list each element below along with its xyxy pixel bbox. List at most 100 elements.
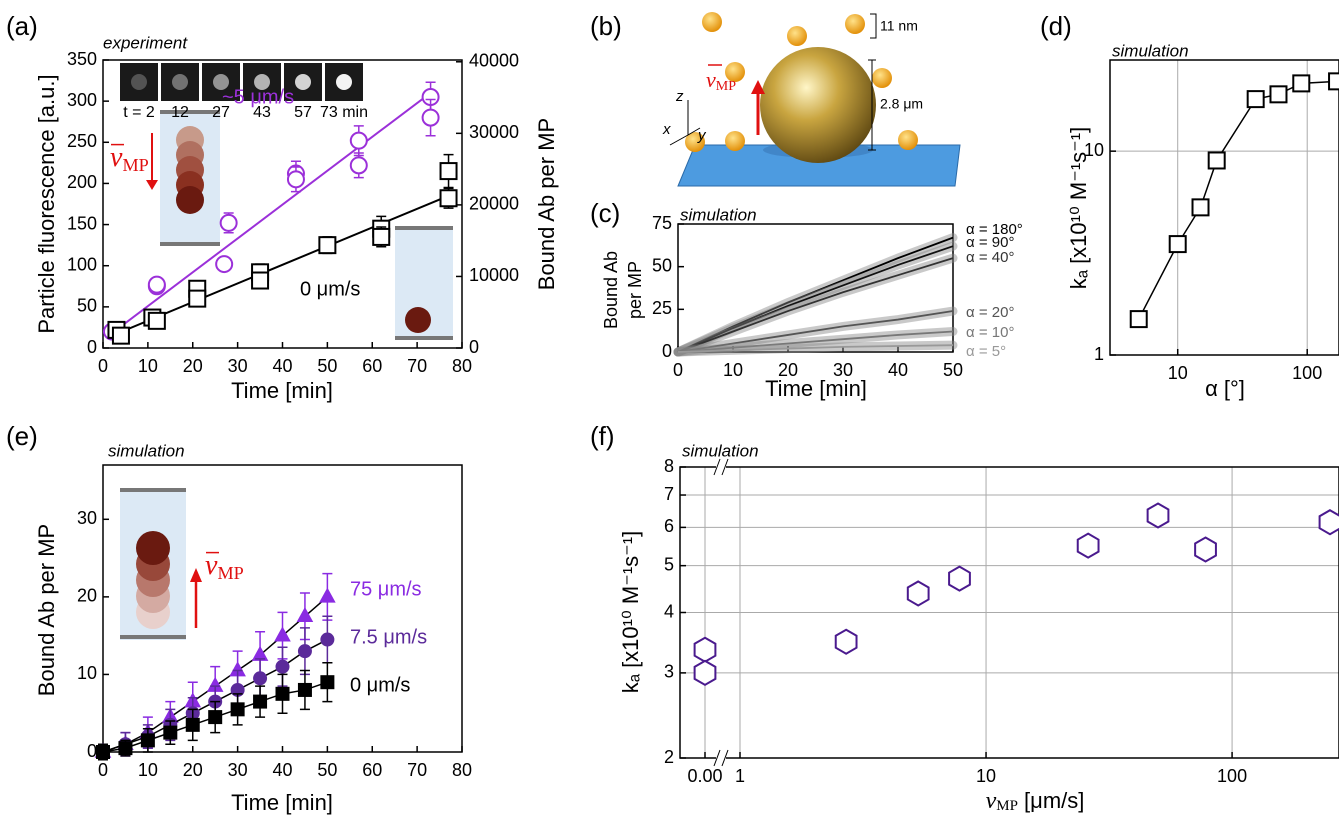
marker	[1318, 509, 1339, 536]
series-line	[677, 257, 954, 353]
antibody	[685, 132, 705, 152]
y-tick-label: 150	[67, 213, 97, 233]
x-tick-label: 50	[317, 356, 337, 376]
marker	[96, 745, 110, 759]
marker	[275, 686, 290, 701]
marker	[140, 733, 155, 748]
x-axis-label: α [°]	[1205, 376, 1245, 401]
inset-label: t = 2	[123, 104, 155, 121]
y-tick-label: 20	[77, 586, 97, 606]
x-tick-label: 0	[98, 760, 108, 780]
v-symbol: v	[706, 67, 716, 92]
y-tick-label: 0	[87, 337, 97, 357]
marker	[253, 694, 268, 709]
particle	[136, 531, 170, 565]
axis-name: z	[675, 88, 684, 105]
marker	[208, 710, 223, 725]
y-tick-label: 8	[664, 456, 674, 476]
plot-frame	[102, 464, 463, 753]
x-tick-label: 20	[778, 360, 798, 380]
fit-line	[111, 194, 449, 337]
marker	[1269, 85, 1288, 104]
x-tick-label: 10	[138, 356, 158, 376]
axis-name: y	[697, 127, 707, 144]
x-tick-label: 60	[362, 760, 382, 780]
series-label: 75 μm/s	[350, 578, 422, 600]
inset-spot	[336, 74, 352, 90]
y2-tick-label: 40000	[469, 51, 519, 71]
x-tick-label: 100	[1292, 363, 1322, 383]
marker	[111, 326, 130, 345]
axis-break	[716, 748, 726, 768]
series-label: 7.5 μm/s	[350, 626, 427, 648]
antibody	[702, 12, 722, 32]
y-tick-label: 50	[652, 255, 672, 275]
y-tick-label: 3	[664, 662, 674, 682]
y2-tick-label: 30000	[469, 122, 519, 142]
series-label: α = 40°	[966, 249, 1014, 266]
y-tick-label: 30	[77, 508, 97, 528]
y-tick-label: 0	[662, 341, 672, 361]
marker	[1129, 310, 1148, 329]
panel-labels: (a) (b) (c) (d) (e) (f)	[6, 11, 1072, 451]
marker	[185, 717, 200, 732]
antibody	[872, 68, 892, 88]
x-tick-label: 0	[98, 356, 108, 376]
marker	[349, 156, 368, 175]
marker	[275, 659, 290, 674]
x-axis-label: Time [min]	[231, 378, 333, 403]
x-tick-label: 30	[833, 360, 853, 380]
v-subscript: MP	[217, 563, 243, 583]
y-tick-label: 5	[664, 554, 674, 574]
channel-wall	[395, 226, 453, 340]
marker	[349, 131, 368, 150]
inset-spot	[295, 74, 311, 90]
y-tick-label: 350	[67, 49, 97, 69]
axis-break	[716, 457, 726, 477]
y-tick-label: 50	[77, 296, 97, 316]
x-tick-label: 10	[723, 360, 743, 380]
size-label: 11 nm	[880, 18, 918, 34]
particle	[176, 186, 204, 214]
series-line	[677, 344, 954, 353]
series-label: ~5 μm/s	[222, 86, 294, 108]
y-tick-label: 25	[652, 298, 672, 318]
y-tick-label: 200	[67, 172, 97, 192]
inset-spot	[131, 74, 147, 90]
marker	[318, 236, 337, 255]
panel-note: simulation	[1112, 41, 1189, 60]
particle	[405, 307, 431, 333]
panel-label: (b)	[590, 11, 622, 41]
y-tick-label: 7	[664, 484, 674, 504]
antibody	[725, 62, 745, 82]
antibody	[787, 26, 807, 46]
channel-wall	[160, 110, 220, 246]
x-tick-label: 50	[317, 760, 337, 780]
series-label: α = 90°	[966, 234, 1014, 251]
x-tick-label: 60	[362, 356, 382, 376]
marker	[693, 636, 717, 663]
y-tick-label: 300	[67, 90, 97, 110]
y-axis-label: Bound Ab	[601, 251, 621, 329]
marker	[147, 275, 166, 294]
marker	[118, 741, 133, 756]
antibody	[725, 131, 745, 151]
inset-label: 43	[253, 104, 271, 121]
x-tick-label: 10	[138, 760, 158, 780]
plot-frame	[679, 466, 1339, 759]
y-axis-label: kₐ [x10¹⁰ M⁻¹s⁻¹]	[618, 531, 643, 693]
microparticle	[760, 47, 876, 163]
marker	[372, 227, 391, 246]
x-tick-label: 30	[228, 760, 248, 780]
scale-bracket	[868, 13, 877, 151]
panel-label: (e)	[6, 421, 38, 451]
marker	[693, 659, 717, 687]
marker	[1146, 502, 1170, 529]
x-tick-label: 20	[183, 760, 203, 780]
inset-image	[120, 63, 158, 101]
v-symbol: v	[205, 550, 218, 581]
y-axis-label: per MP	[625, 261, 645, 319]
v-subscript: MP	[716, 79, 736, 94]
y-tick-label: 250	[67, 131, 97, 151]
